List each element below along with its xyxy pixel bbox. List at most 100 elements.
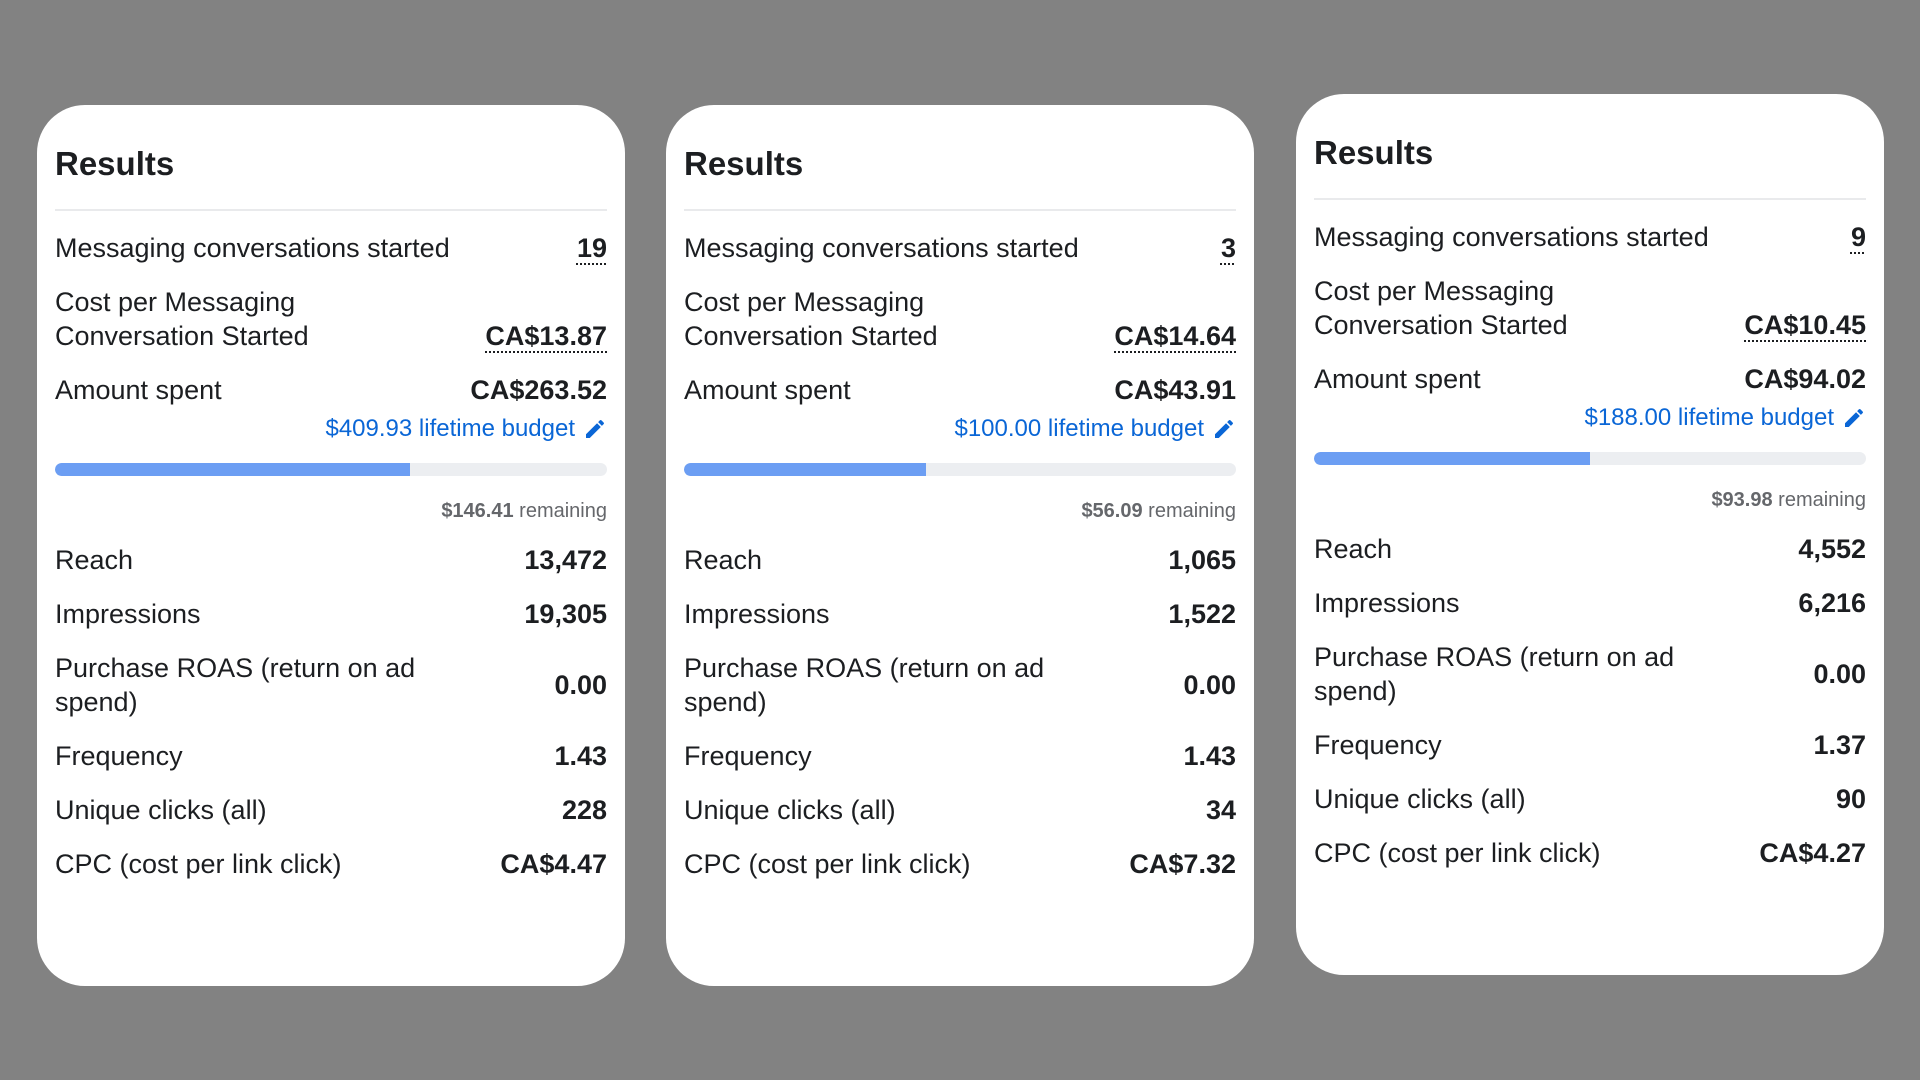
- metric-cost-per-messaging: Cost per Messaging Conversation Started …: [1314, 274, 1866, 342]
- metric-value: 6,216: [1798, 588, 1866, 618]
- budget-progress-fill: [684, 463, 927, 476]
- metric-label: Purchase ROAS (return on ad spend): [684, 653, 1045, 717]
- divider: [684, 209, 1236, 211]
- edit-budget-link[interactable]: $100.00 lifetime budget: [684, 415, 1236, 443]
- remaining-amount: $146.41: [441, 500, 514, 522]
- metric-value: CA$4.47: [500, 849, 607, 879]
- metric-impressions: Impressions 1,522: [684, 597, 1236, 631]
- metric-unique-clicks: Unique clicks (all) 34: [684, 793, 1236, 827]
- metric-value: 13,472: [524, 545, 607, 575]
- budget-text: $188.00 lifetime budget: [1584, 404, 1834, 431]
- metric-value: 0.00: [1183, 670, 1236, 700]
- metric-value: 1,522: [1168, 599, 1236, 629]
- metric-label: Reach: [55, 545, 134, 575]
- metric-value[interactable]: CA$10.45: [1744, 310, 1866, 340]
- metric-label: Impressions: [684, 599, 830, 629]
- metric-reach: Reach 1,065: [684, 543, 1236, 577]
- budget-progress-bar: [684, 463, 1236, 476]
- metric-unique-clicks: Unique clicks (all) 228: [55, 793, 607, 827]
- metric-messaging-conversations: Messaging conversations started 9: [1314, 220, 1866, 254]
- metric-messaging-conversations: Messaging conversations started 3: [684, 231, 1236, 265]
- metric-label: CPC (cost per link click): [684, 849, 971, 879]
- metric-purchase-roas: Purchase ROAS (return on ad spend) 0.00: [1314, 640, 1866, 708]
- card-title: Results: [684, 145, 804, 182]
- pencil-icon[interactable]: [583, 417, 607, 441]
- metric-value: CA$263.52: [470, 375, 607, 405]
- metric-label: Impressions: [55, 599, 201, 629]
- edit-budget-link[interactable]: $188.00 lifetime budget: [1314, 404, 1866, 432]
- metric-label: Frequency: [684, 741, 812, 771]
- metric-value: 4,552: [1798, 534, 1866, 564]
- metric-cpc: CPC (cost per link click) CA$4.27: [1314, 836, 1866, 870]
- metric-value: CA$4.27: [1759, 838, 1866, 868]
- results-card: Results Messaging conversations started …: [37, 105, 625, 986]
- pencil-icon[interactable]: [1212, 417, 1236, 441]
- metric-frequency: Frequency 1.43: [684, 739, 1236, 773]
- metric-value: 1.43: [554, 741, 607, 771]
- metric-label: Amount spent: [1314, 364, 1481, 394]
- remaining-amount: $93.98: [1711, 489, 1773, 511]
- budget-text: $100.00 lifetime budget: [954, 415, 1204, 442]
- remaining-label: remaining: [1778, 489, 1866, 511]
- metric-label: Unique clicks (all): [55, 795, 267, 825]
- budget-progress-fill: [55, 463, 410, 476]
- metric-value: 1,065: [1168, 545, 1236, 575]
- remaining-budget: $56.09 remaining: [684, 500, 1236, 523]
- metric-value[interactable]: CA$13.87: [485, 321, 607, 351]
- metric-frequency: Frequency 1.37: [1314, 728, 1866, 762]
- divider: [55, 209, 607, 211]
- metric-value: 228: [561, 795, 607, 825]
- metric-amount-spent: Amount spent CA$43.91: [684, 373, 1236, 407]
- results-card: Results Messaging conversations started …: [1296, 94, 1884, 975]
- metric-label: Unique clicks (all): [1314, 784, 1526, 814]
- metric-purchase-roas: Purchase ROAS (return on ad spend) 0.00: [55, 651, 607, 719]
- metric-label: Purchase ROAS (return on ad spend): [55, 653, 416, 717]
- budget-text: $409.93 lifetime budget: [325, 415, 575, 442]
- metric-label: Frequency: [1314, 730, 1442, 760]
- metric-value: 19,305: [524, 599, 607, 629]
- budget-progress-bar: [1314, 452, 1866, 465]
- remaining-amount: $56.09: [1081, 500, 1143, 522]
- metric-value: 0.00: [1813, 659, 1866, 689]
- metric-value: 34: [1205, 795, 1236, 825]
- metric-label: Messaging conversations started: [684, 233, 1079, 263]
- metric-value[interactable]: 19: [576, 233, 607, 263]
- metric-frequency: Frequency 1.43: [55, 739, 607, 773]
- metric-value: CA$7.32: [1129, 849, 1236, 879]
- metric-value: CA$43.91: [1114, 375, 1236, 405]
- metric-label: Reach: [684, 545, 763, 575]
- remaining-label: remaining: [1148, 500, 1236, 522]
- metric-value[interactable]: 3: [1220, 233, 1236, 263]
- metric-value[interactable]: CA$14.64: [1114, 321, 1236, 351]
- metric-reach: Reach 4,552: [1314, 532, 1866, 566]
- metric-label: Impressions: [1314, 588, 1460, 618]
- metric-label: Cost per Messaging Conversation Started: [1314, 276, 1568, 340]
- metric-value: 90: [1835, 784, 1866, 814]
- metric-label: Amount spent: [684, 375, 851, 405]
- metric-amount-spent: Amount spent CA$94.02: [1314, 362, 1866, 396]
- metric-impressions: Impressions 19,305: [55, 597, 607, 631]
- divider: [1314, 198, 1866, 200]
- metric-amount-spent: Amount spent CA$263.52: [55, 373, 607, 407]
- edit-budget-link[interactable]: $409.93 lifetime budget: [55, 415, 607, 443]
- metric-label: Reach: [1314, 534, 1393, 564]
- metric-value[interactable]: 9: [1850, 222, 1866, 252]
- metric-reach: Reach 13,472: [55, 543, 607, 577]
- metric-value: 1.43: [1183, 741, 1236, 771]
- metric-label: Messaging conversations started: [55, 233, 450, 263]
- metric-value: 0.00: [554, 670, 607, 700]
- remaining-budget: $93.98 remaining: [1314, 489, 1866, 512]
- remaining-label: remaining: [519, 500, 607, 522]
- metric-cpc: CPC (cost per link click) CA$4.47: [55, 847, 607, 881]
- metric-messaging-conversations: Messaging conversations started 19: [55, 231, 607, 265]
- metric-label: Frequency: [55, 741, 183, 771]
- pencil-icon[interactable]: [1842, 406, 1866, 430]
- metric-label: Amount spent: [55, 375, 222, 405]
- metric-unique-clicks: Unique clicks (all) 90: [1314, 782, 1866, 816]
- metric-label: Cost per Messaging Conversation Started: [55, 287, 309, 351]
- metric-label: CPC (cost per link click): [55, 849, 342, 879]
- metric-cpc: CPC (cost per link click) CA$7.32: [684, 847, 1236, 881]
- remaining-budget: $146.41 remaining: [55, 500, 607, 523]
- metric-cost-per-messaging: Cost per Messaging Conversation Started …: [55, 285, 607, 353]
- metric-value: CA$94.02: [1744, 364, 1866, 394]
